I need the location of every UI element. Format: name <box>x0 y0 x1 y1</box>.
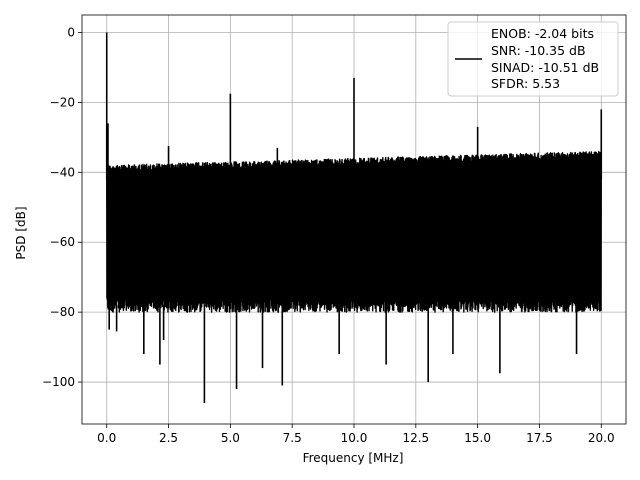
x-tick-label: 17.5 <box>526 431 553 445</box>
x-axis-label: Frequency [MHz] <box>303 451 404 465</box>
y-tick-label: −60 <box>50 235 75 249</box>
x-tick-label: 12.5 <box>402 431 429 445</box>
plot-frame <box>81 14 627 425</box>
y-tick-label: −80 <box>50 305 75 319</box>
psd-series <box>105 32 603 404</box>
legend-sinad: SINAD: -10.51 dB <box>491 60 599 75</box>
y-tick-label: −20 <box>50 95 75 109</box>
legend-frame <box>447 21 619 97</box>
x-tick-label: 7.5 <box>283 431 302 445</box>
x-tick-label: 0.0 <box>97 431 116 445</box>
y-tick-label: −40 <box>50 165 75 179</box>
y-tick-label: 0 <box>67 25 75 39</box>
x-tick-label: 15.0 <box>464 431 491 445</box>
axes: 0.0 2.5 5.0 7.5 10.0 12.5 15.0 17.5 20.0 0 −20 −40 −… <box>42 14 627 445</box>
legend: ENOB: -2.04 bits SNR: -10.35 dB SINAD: -… <box>447 21 619 97</box>
legend-snr: SNR: -10.35 dB <box>491 43 586 58</box>
x-tick-label: 20.0 <box>588 431 615 445</box>
legend-sfdr: SFDR: 5.53 <box>491 76 560 91</box>
x-tick-label: 10.0 <box>341 431 368 445</box>
y-axis-label: PSD [dB] <box>14 206 28 259</box>
legend-enob: ENOB: -2.04 bits <box>491 26 594 41</box>
x-tick-label: 2.5 <box>159 431 178 445</box>
x-tick-label: 5.0 <box>221 431 240 445</box>
y-tick-label: −100 <box>42 375 75 389</box>
